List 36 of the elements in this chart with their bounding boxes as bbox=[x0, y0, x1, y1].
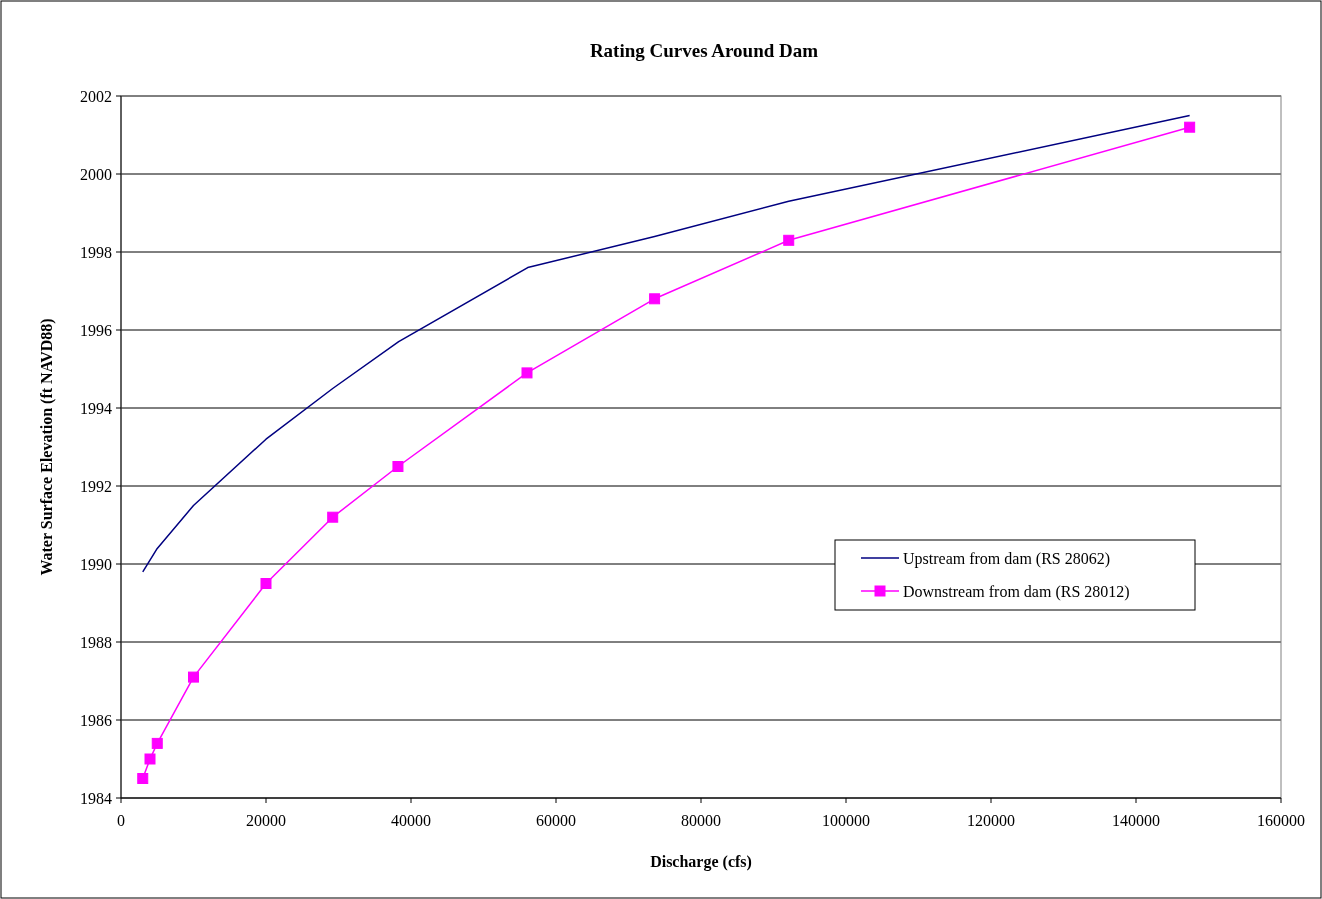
y-tick-label: 1990 bbox=[80, 555, 112, 573]
x-tick-label: 40000 bbox=[391, 812, 431, 829]
point bbox=[260, 578, 272, 589]
y-tick-label: 2000 bbox=[80, 165, 112, 183]
x-tick-label: 100000 bbox=[822, 812, 870, 829]
x-axis-title: Discharge (cfs) bbox=[650, 853, 752, 871]
y-tick-label: 1984 bbox=[80, 789, 112, 807]
x-tick-label: 0 bbox=[117, 812, 125, 829]
y-tick-label: 1986 bbox=[80, 711, 112, 729]
point bbox=[144, 753, 156, 765]
point bbox=[188, 671, 199, 683]
point bbox=[521, 367, 533, 379]
chart-title: Rating Curves Around Dam bbox=[589, 40, 819, 61]
y-tick-label: 1992 bbox=[80, 477, 112, 495]
y-tick-label: 2002 bbox=[80, 87, 112, 105]
line-series bbox=[142, 114, 1191, 573]
y-tick-label: 1998 bbox=[80, 243, 112, 261]
point bbox=[649, 293, 661, 305]
legend-label: Downstream from dam (RS 28012) bbox=[903, 582, 1130, 601]
y-axis-title: Water Surface Elevation (ft NAVD88) bbox=[38, 318, 56, 576]
point bbox=[783, 234, 795, 246]
point bbox=[151, 737, 163, 749]
point bbox=[1184, 121, 1196, 133]
point bbox=[327, 511, 339, 523]
x-tick-label: 60000 bbox=[536, 812, 576, 829]
y-tick-label: 1994 bbox=[80, 399, 112, 417]
x-tick-label: 120000 bbox=[967, 812, 1015, 829]
x-tick-label: 20000 bbox=[246, 812, 286, 829]
x-tick-label: 160000 bbox=[1257, 812, 1305, 829]
legend-label: Upstream from dam (RS 28062) bbox=[903, 549, 1111, 568]
point bbox=[137, 773, 149, 784]
y-tick-label: 1988 bbox=[80, 633, 112, 651]
y-tick-label: 1996 bbox=[80, 321, 112, 339]
x-tick-label: 80000 bbox=[681, 812, 721, 829]
point bbox=[392, 461, 404, 472]
x-tick-label: 140000 bbox=[1112, 812, 1160, 829]
